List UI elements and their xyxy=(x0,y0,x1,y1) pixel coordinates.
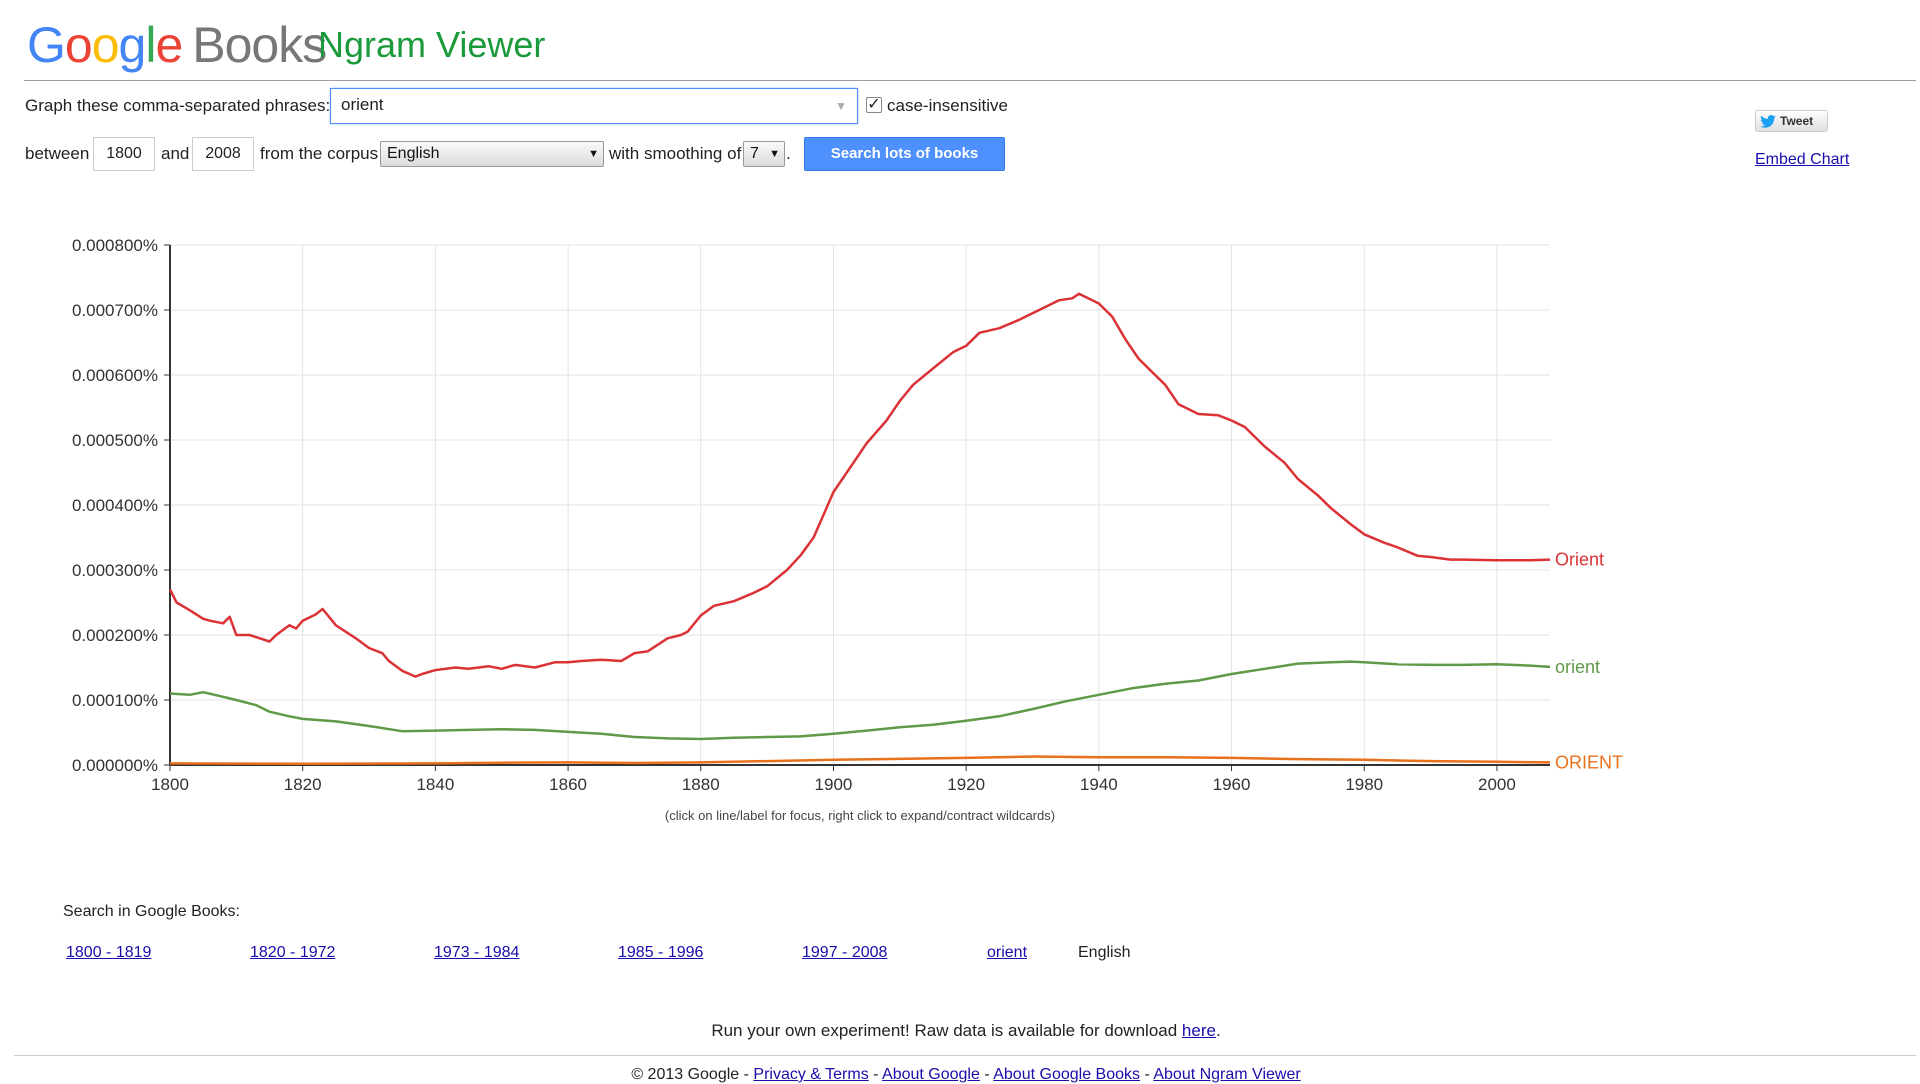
range-link-1985-1996[interactable]: 1985 - 1996 xyxy=(618,944,704,961)
search-language: English xyxy=(1078,944,1131,961)
series-line-orient[interactable] xyxy=(169,660,1551,741)
input-dropdown-icon[interactable]: ▼ xyxy=(835,99,847,113)
case-insensitive-checkbox[interactable]: ✓ xyxy=(866,96,882,113)
y-tick-label: 0.000100% xyxy=(72,691,158,710)
between-label: between xyxy=(25,144,90,163)
x-tick-label: 2000 xyxy=(1478,775,1516,794)
footer-about-google-link[interactable]: About Google xyxy=(882,1066,980,1083)
footer-sep-1: - xyxy=(739,1066,754,1083)
range-link-1800-1819[interactable]: 1800 - 1819 xyxy=(66,944,152,961)
x-tick-label: 1900 xyxy=(815,775,853,794)
tweet-label: Tweet xyxy=(1780,114,1814,128)
search-in-books-label: Search in Google Books: xyxy=(63,903,240,920)
footer-about-books-link[interactable]: About Google Books xyxy=(993,1066,1140,1083)
embed-chart-link[interactable]: Embed Chart xyxy=(1755,151,1850,168)
y-tick-label: 0.000500% xyxy=(72,431,158,450)
footer-sep-2: - xyxy=(868,1066,883,1083)
search-button[interactable]: Search lots of books xyxy=(804,137,1005,171)
corpus-label: from the corpus xyxy=(260,144,379,163)
footer-copyright: © 2013 Google xyxy=(631,1066,740,1083)
x-tick-label: 1800 xyxy=(151,775,189,794)
logo-letter-o1: o xyxy=(64,17,93,73)
twitter-bird-icon xyxy=(1760,115,1776,128)
chart-hint: (click on line/label for focus, right cl… xyxy=(664,808,1056,823)
series-label[interactable]: orient xyxy=(1555,657,1600,677)
header-divider xyxy=(24,80,1916,81)
footer-about-ngram-link[interactable]: About Ngram Viewer xyxy=(1153,1066,1301,1083)
y-tick-label: 0.000300% xyxy=(72,561,158,580)
y-tick-label: 0.000200% xyxy=(72,626,158,645)
search-term-link[interactable]: orient xyxy=(987,944,1028,961)
series-line-orient-caps[interactable] xyxy=(169,755,1551,765)
logo-letter-g: G xyxy=(27,17,66,73)
range-link-1997-2008[interactable]: 1997 - 2008 xyxy=(802,944,888,961)
footer: © 2013 Google - Privacy & Terms - About … xyxy=(0,1066,1920,1084)
x-tick-label: 1820 xyxy=(284,775,322,794)
app-title: Ngram Viewer xyxy=(318,24,546,65)
footer-sep-3: - xyxy=(979,1066,994,1083)
logo-letter-o2: o xyxy=(91,17,120,73)
google-books-logo[interactable]: Google Books xyxy=(27,16,327,74)
and-label: and xyxy=(161,144,190,163)
x-tick-label: 1920 xyxy=(947,775,985,794)
y-tick-label: 0.000700% xyxy=(72,301,158,320)
logo-books-text: Books xyxy=(192,17,327,73)
y-tick-label: 0.000600% xyxy=(72,366,158,385)
smoothing-select[interactable]: 7 ▼ xyxy=(743,141,785,167)
logo-letter-g2: g xyxy=(118,17,147,73)
series-label[interactable]: Orient xyxy=(1555,550,1604,570)
footer-sep-4: - xyxy=(1140,1066,1154,1083)
smoothing-label: with smoothing of xyxy=(609,144,742,163)
series-label[interactable]: ORIENT xyxy=(1555,752,1623,772)
x-tick-label: 1960 xyxy=(1213,775,1251,794)
logo-letter-e: e xyxy=(155,17,183,73)
smoothing-period: . xyxy=(786,144,791,163)
tweet-button[interactable]: Tweet xyxy=(1755,110,1828,132)
x-tick-label: 1860 xyxy=(549,775,587,794)
range-link-1820-1972[interactable]: 1820 - 1972 xyxy=(250,944,336,961)
end-year-input[interactable]: 2008 xyxy=(192,137,254,171)
corpus-select-value: English xyxy=(387,145,440,162)
x-tick-label: 1840 xyxy=(416,775,454,794)
raw-data-text: Run your own experiment! Raw data is ava… xyxy=(711,1021,1178,1040)
case-insensitive-label[interactable]: case-insensitive xyxy=(887,96,1008,115)
corpus-select[interactable]: English ▼ xyxy=(380,141,604,167)
phrases-input-box[interactable]: ▼ xyxy=(330,88,858,124)
phrases-input[interactable] xyxy=(331,89,821,121)
raw-data-download-link[interactable]: here xyxy=(1181,1021,1216,1040)
smoothing-select-value: 7 xyxy=(750,145,759,162)
y-tick-label: 0.000800% xyxy=(72,236,158,255)
start-year-input[interactable]: 1800 xyxy=(93,137,155,171)
y-tick-label: 0.000000% xyxy=(72,756,158,775)
x-tick-label: 1980 xyxy=(1345,775,1383,794)
raw-data-line: Run your own experiment! Raw data is ava… xyxy=(0,1021,1920,1041)
range-link-1973-1984[interactable]: 1973 - 1984 xyxy=(434,944,520,961)
footer-privacy-link[interactable]: Privacy & Terms xyxy=(753,1066,869,1083)
phrases-label: Graph these comma-separated phrases: xyxy=(25,96,331,115)
x-tick-label: 1880 xyxy=(682,775,720,794)
series-line-orient-title[interactable] xyxy=(168,292,1551,678)
y-tick-label: 0.000400% xyxy=(72,496,158,515)
smoothing-dropdown-icon: ▼ xyxy=(769,148,780,160)
x-tick-label: 1940 xyxy=(1080,775,1118,794)
logo-letter-l: l xyxy=(145,17,156,73)
raw-data-period: . xyxy=(1215,1021,1221,1040)
corpus-dropdown-icon: ▼ xyxy=(588,148,599,160)
footer-divider xyxy=(14,1055,1916,1056)
ngram-chart[interactable]: 0.000000% 0.000100% 0.000200% 0.000300% 0.00… xyxy=(0,220,1720,800)
